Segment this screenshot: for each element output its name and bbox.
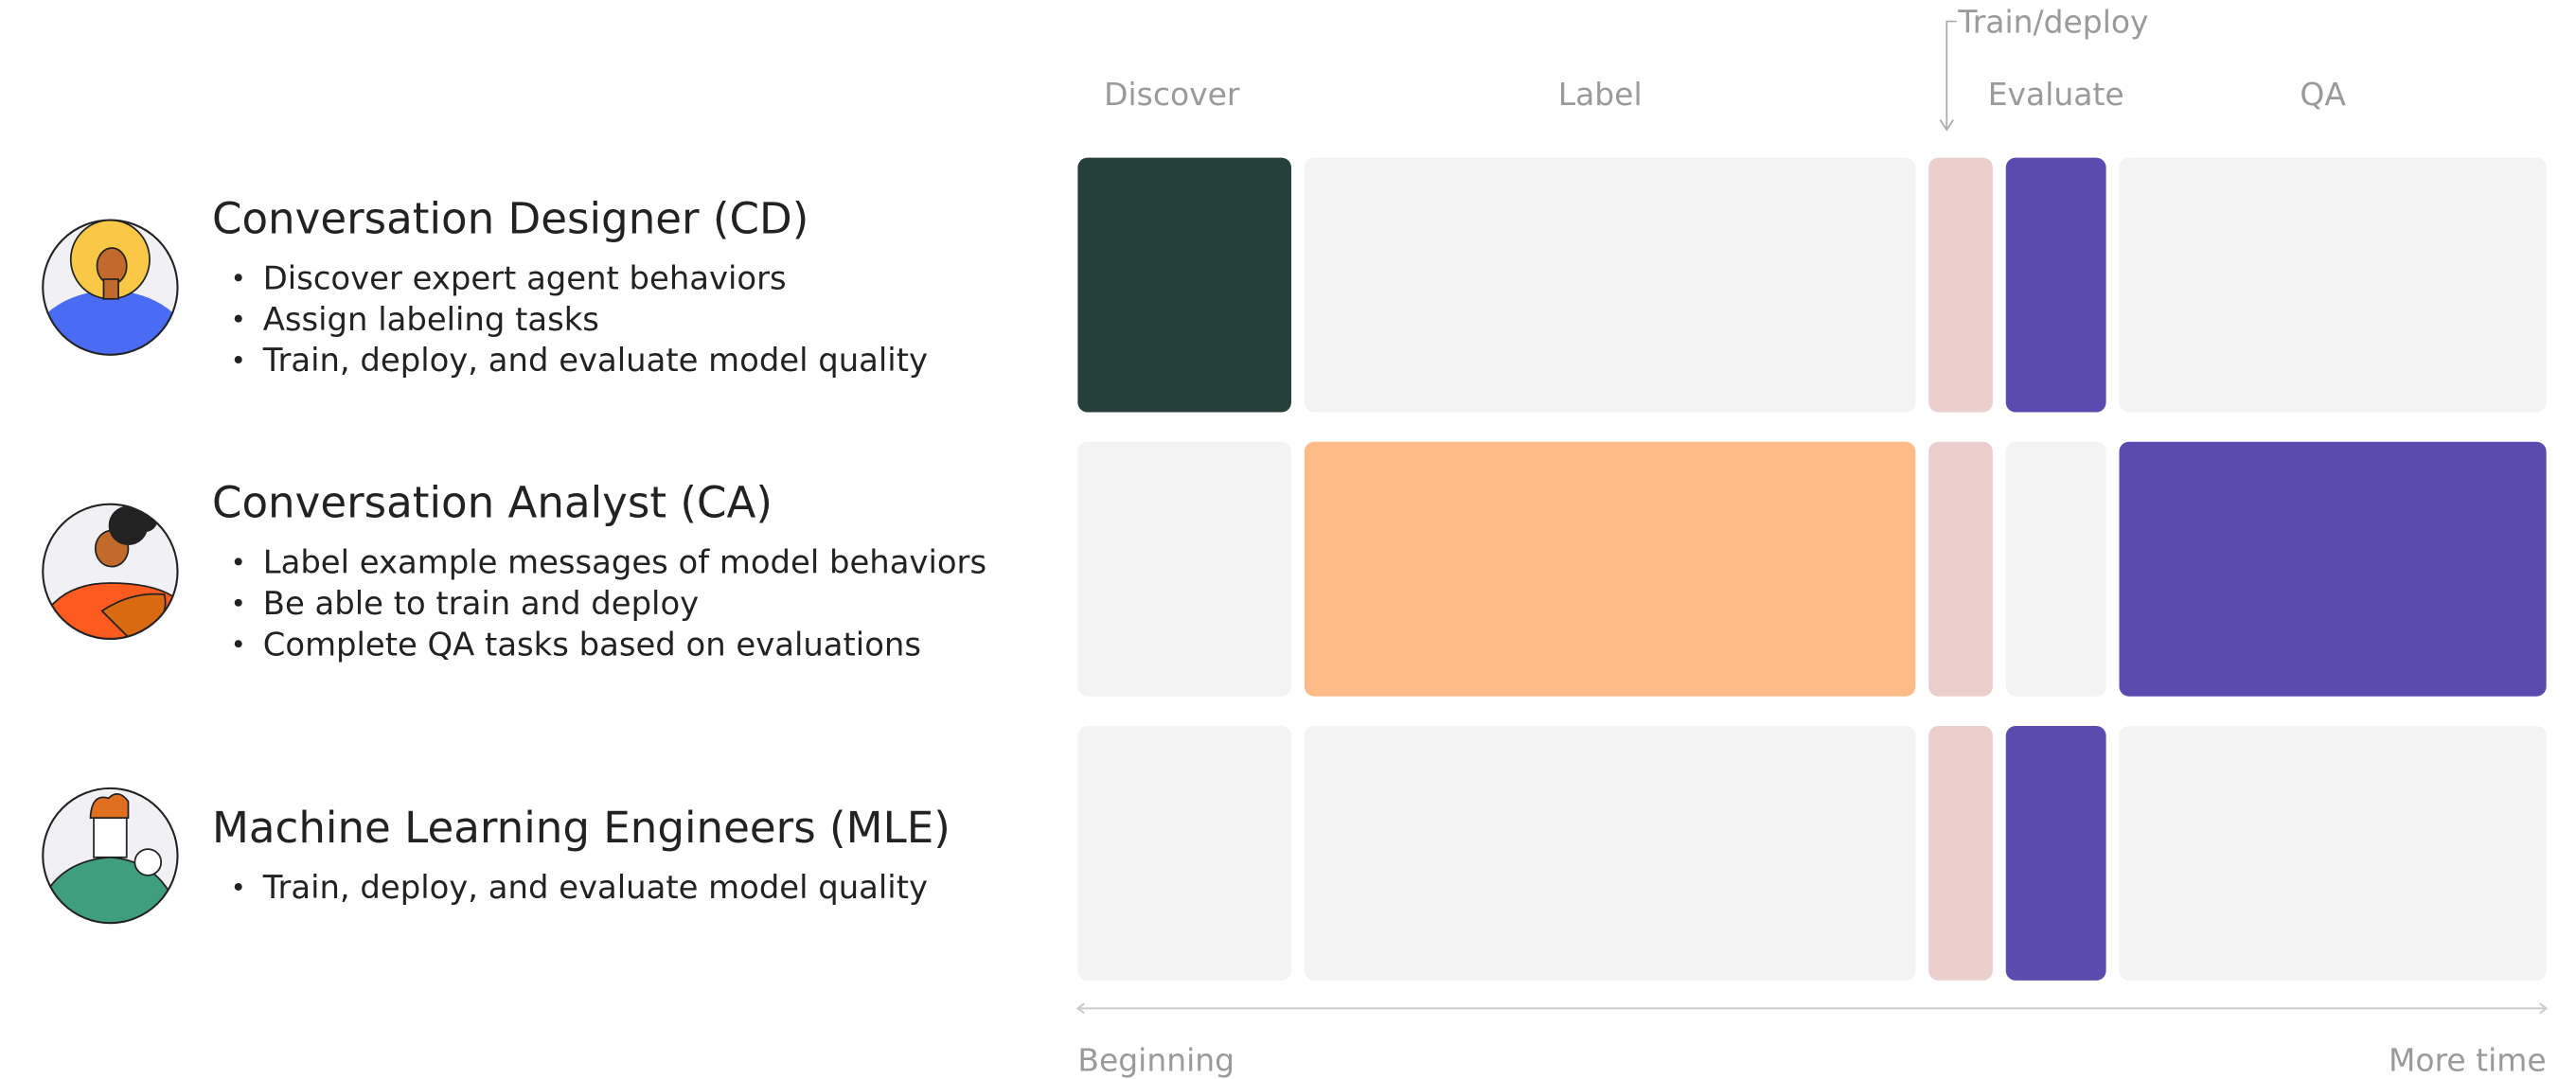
phase-cell: [2119, 157, 2547, 413]
timeline-arrows: [1075, 1002, 2549, 1015]
avatar: [42, 503, 179, 641]
phase-cell: [1928, 441, 1993, 697]
bullet-text: Label example messages of model behavior…: [263, 544, 986, 581]
bullet-dot: [234, 314, 242, 323]
timeline-start: Beginning: [1077, 1041, 1235, 1078]
bullet-text: Discover expert agent behaviors: [263, 259, 787, 296]
phase-cell: [2005, 441, 2106, 697]
bullet-dot: [234, 640, 242, 648]
avatar: [42, 219, 179, 356]
persona-title: Machine Learning Engineers (MLE): [212, 803, 950, 853]
timeline-end: More time: [2389, 1041, 2547, 1078]
phase-cell: [1304, 725, 1916, 981]
bullet-dot: [234, 274, 242, 282]
persona-title: Conversation Designer (CD): [212, 193, 808, 243]
phase-label: Discover: [1104, 76, 1240, 113]
phase-cell: [1928, 157, 1993, 413]
phase-label: Label: [1558, 76, 1643, 113]
avatar: [42, 787, 179, 925]
bullet-text: Train, deploy, and evaluate model qualit…: [262, 869, 928, 906]
phase-cell: [1928, 725, 1993, 981]
bullet-dot: [234, 882, 242, 891]
bullet-dot: [234, 598, 242, 607]
phase-cell: [2005, 725, 2106, 981]
phase-cell: [1077, 441, 1291, 697]
bullet-text: Complete QA tasks based on evaluations: [263, 626, 921, 663]
phase-cell: [1077, 157, 1291, 413]
persona-title: Conversation Analyst (CA): [212, 478, 773, 528]
bullet-dot: [234, 356, 242, 363]
phase-cell: [2005, 157, 2106, 413]
bullet-text: Be able to train and deploy: [263, 585, 699, 622]
bullet-text: Train, deploy, and evaluate model qualit…: [262, 342, 928, 379]
phase-label: Train/deploy: [1957, 4, 2148, 41]
phase-cell: [1077, 725, 1291, 981]
train-deploy-pointer: [1939, 20, 1957, 132]
phase-cell: [1304, 441, 1916, 697]
bullet-text: Assign labeling tasks: [263, 301, 599, 338]
bullet-dot: [234, 557, 242, 566]
phase-cell: [2119, 725, 2547, 981]
phase-label: QA: [2300, 76, 2346, 113]
phase-label: Evaluate: [1988, 76, 2124, 113]
phase-cell: [2119, 441, 2547, 697]
phase-cell: [1304, 157, 1916, 413]
